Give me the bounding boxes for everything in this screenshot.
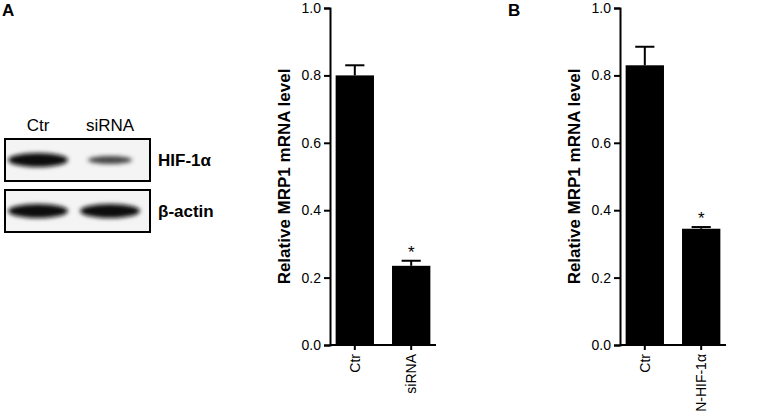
y-axis: 0.0 0.2 0.4 0.6 0.8 1.0 <box>302 0 331 353</box>
y-tick-label: 0.8 <box>592 67 612 83</box>
y-tick-mark <box>324 75 330 77</box>
y-tick-label: 0.0 <box>592 337 612 353</box>
x-axis-line <box>330 344 436 346</box>
error-bar <box>345 65 364 75</box>
y-tick-mark <box>614 8 620 10</box>
lane-label: Ctr <box>27 116 50 135</box>
y-tick-label: 0.2 <box>592 270 612 286</box>
y-tick: 0.2 <box>592 270 620 286</box>
blot-strip <box>5 139 150 181</box>
y-tick-mark <box>324 277 330 279</box>
blot-band <box>8 204 68 218</box>
panel-label: A <box>2 1 14 20</box>
x-tick-mark <box>700 345 702 350</box>
x-tick-mark <box>644 345 646 350</box>
x-tick-label: Ctr <box>637 354 653 373</box>
annotation: * <box>698 209 705 228</box>
y-tick-mark <box>324 345 330 347</box>
y-tick-mark <box>324 8 330 10</box>
y-tick-label: 0.8 <box>302 67 322 83</box>
band-label: β-actin <box>158 202 214 221</box>
y-tick-mark <box>614 210 620 212</box>
error-bar-stem <box>354 65 356 75</box>
x-tick-mark <box>410 345 412 350</box>
y-tick: 0.6 <box>592 135 620 151</box>
lane-label: siRNA <box>86 116 135 135</box>
blot-band <box>88 156 132 164</box>
y-tick-label: 0.4 <box>302 202 322 218</box>
y-tick: 1.0 <box>592 0 620 16</box>
y-tick: 0.4 <box>592 202 620 218</box>
x-axis-line <box>620 344 726 346</box>
x-tick-mark <box>354 345 356 350</box>
x-tick-label: Ctr <box>347 354 363 373</box>
x-tick: Ctr <box>347 345 363 373</box>
chart: 0.0 0.2 0.4 0.6 0.8 1.0 Ctr siRNA Relative MRP1 … <box>275 0 436 394</box>
error-bar <box>635 47 654 66</box>
y-tick: 0.4 <box>302 202 330 218</box>
x-axis: Ctr DN-HIF-1α <box>620 345 726 411</box>
y-tick: 0.0 <box>302 337 330 353</box>
error-bar-cap <box>345 64 364 66</box>
y-tick: 1.0 <box>302 0 330 16</box>
y-tick: 0.2 <box>302 270 330 286</box>
error-bar-cap <box>635 46 654 48</box>
y-tick-mark <box>614 277 620 279</box>
y-tick-mark <box>324 142 330 144</box>
y-tick-label: 0.6 <box>592 135 612 151</box>
y-axis-title: Relative MRP1 mRNA level <box>565 69 584 285</box>
y-axis-line <box>614 9 621 346</box>
band-label: HIF-1α <box>158 151 212 170</box>
y-tick-mark <box>614 142 620 144</box>
x-tick: DN-HIF-1α <box>693 345 709 411</box>
bar <box>392 266 430 345</box>
y-tick-mark <box>324 210 330 212</box>
bar <box>626 65 664 345</box>
y-tick-label: 0.0 <box>302 337 322 353</box>
annotation: * <box>408 243 415 262</box>
y-tick-label: 1.0 <box>592 0 612 16</box>
y-tick-label: 0.4 <box>592 202 612 218</box>
y-tick: 0.0 <box>592 337 620 353</box>
y-tick: 0.8 <box>302 67 330 83</box>
x-tick: Ctr <box>637 345 653 373</box>
bar <box>336 75 374 345</box>
y-tick: 0.6 <box>302 135 330 151</box>
blot-strip <box>5 190 150 232</box>
figure: A Ctr siRNA HIF-1α β-actin 0.0 0.2 0.4 0.6 0.8 1.0… <box>0 0 784 411</box>
y-tick-label: 0.6 <box>302 135 322 151</box>
y-tick-label: 0.2 <box>302 270 322 286</box>
y-tick-mark <box>614 345 620 347</box>
panel-label: B <box>508 1 520 20</box>
x-tick-label: DN-HIF-1α <box>693 354 709 411</box>
x-tick-label: siRNA <box>403 353 419 393</box>
y-axis: 0.0 0.2 0.4 0.6 0.8 1.0 <box>592 0 621 353</box>
blot-band <box>8 153 68 167</box>
plot-area <box>626 47 721 345</box>
x-tick: siRNA <box>403 345 419 394</box>
error-bar-stem <box>644 47 646 66</box>
blot-frame <box>5 190 150 232</box>
plot-area <box>336 65 431 345</box>
y-tick-label: 1.0 <box>302 0 322 16</box>
bar <box>682 229 720 345</box>
y-tick: 0.8 <box>592 67 620 83</box>
chart: B 0.0 0.2 0.4 0.6 0.8 1.0 Ctr DN-HIF-1α Relative … <box>508 0 726 411</box>
y-tick-mark <box>614 75 620 77</box>
blot-frame <box>5 139 150 181</box>
x-axis: Ctr siRNA <box>330 345 436 394</box>
y-axis-line <box>324 9 331 346</box>
y-axis-title: Relative MRP1 mRNA level <box>275 69 294 285</box>
blot-band <box>80 204 140 218</box>
